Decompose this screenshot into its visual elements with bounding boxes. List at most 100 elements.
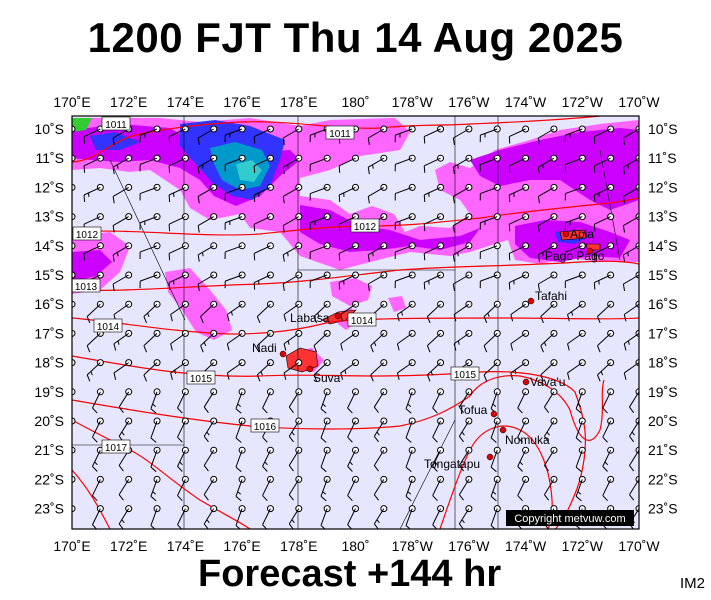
lon-label: 178˚W — [392, 94, 434, 110]
lon-label: 172˚E — [110, 538, 147, 554]
wind-barb — [139, 242, 161, 259]
wind-barb — [72, 300, 76, 308]
wind-barb — [575, 446, 586, 473]
lat-label: 19˚S — [34, 384, 64, 400]
svg-text:1011: 1011 — [105, 120, 127, 131]
wind-barb — [168, 125, 189, 144]
lon-label: 174˚W — [505, 94, 547, 110]
lat-label: 14˚S — [34, 238, 64, 254]
wind-barb — [338, 154, 359, 173]
wind-barb — [309, 242, 331, 259]
wind-barb — [72, 475, 76, 483]
wind-barb — [313, 359, 331, 382]
wind-barb — [200, 300, 218, 324]
lat-label: 13˚S — [34, 209, 64, 225]
wind-barb — [593, 213, 615, 232]
place-name: Tofua — [458, 403, 488, 417]
isobar-label: 1013 — [71, 278, 101, 293]
wind-barb — [177, 388, 189, 414]
wind-barb — [197, 271, 218, 291]
wind-barb — [394, 242, 416, 259]
place-name: Nadi — [252, 341, 277, 355]
wind-barb — [197, 154, 218, 175]
wind-barb — [226, 300, 246, 322]
wind-barb — [253, 154, 274, 173]
wind-barb — [113, 329, 133, 351]
place-name: Nomuka — [505, 433, 550, 447]
wind-barb — [224, 125, 246, 143]
rain-area — [72, 250, 112, 282]
place-marker: Vava'u — [522, 375, 565, 389]
wind-barb — [150, 446, 161, 473]
wind-barb — [320, 446, 331, 473]
lat-label: 15˚S — [34, 267, 64, 283]
wind-barb — [508, 154, 530, 173]
wind-barb — [203, 505, 218, 529]
lat-label: 16˚S — [648, 296, 678, 312]
lat-label: 22˚S — [648, 471, 678, 487]
wind-barb — [118, 505, 133, 529]
wind-barb — [373, 446, 388, 472]
wind-barb — [150, 388, 161, 414]
lon-label: 178˚W — [392, 538, 434, 554]
wind-barb — [92, 475, 104, 502]
wind-barb — [432, 446, 445, 472]
lat-label: 12˚S — [648, 179, 678, 195]
wind-barb — [426, 300, 445, 324]
wind-barb — [622, 125, 639, 145]
wind-barb — [597, 359, 615, 382]
wind-barb — [564, 125, 586, 143]
wind-barb — [72, 446, 76, 454]
wind-barb — [309, 183, 331, 201]
lat-label: 21˚S — [34, 442, 64, 458]
wind-barb — [490, 475, 501, 502]
lat-label: 16˚S — [34, 296, 64, 312]
wind-barb — [288, 475, 303, 501]
wind-barb — [320, 417, 331, 443]
wind-barb — [72, 154, 76, 162]
wind-barb — [282, 183, 303, 204]
place-name: Vava'u — [530, 375, 565, 389]
isobar-line — [72, 469, 111, 529]
lon-label: 170˚E — [53, 94, 90, 110]
wind-barb — [347, 388, 359, 414]
wind-barb — [288, 505, 303, 529]
isobar-labels: 1011 1011 1012 1012 1013 1014 1014 1015 1015 1016… — [71, 116, 480, 454]
wind-barb — [83, 183, 104, 203]
isobar-label: 1015 — [186, 370, 216, 385]
wind-barb — [224, 213, 246, 230]
wind-barb — [537, 125, 558, 145]
wind-barb — [432, 417, 445, 443]
isobar-label: 1011 — [101, 116, 131, 131]
wind-barb — [347, 505, 359, 529]
wind-barb — [575, 475, 586, 502]
place-marker: Apia — [562, 227, 594, 241]
wind-barb — [177, 475, 189, 502]
wind-barb — [597, 300, 615, 324]
svg-text:1013: 1013 — [75, 282, 98, 293]
wind-barb — [203, 446, 218, 472]
svg-text:1014: 1014 — [97, 322, 120, 333]
isobar-label: 1012 — [72, 226, 102, 241]
wind-barb — [309, 154, 331, 172]
wind-barb — [235, 505, 246, 529]
lon-label: 172˚W — [562, 538, 604, 554]
wind-barb — [139, 271, 161, 289]
lat-label: 17˚S — [648, 325, 678, 341]
lon-label: 172˚W — [562, 94, 604, 110]
place-name: Tafahi — [535, 289, 567, 303]
wind-barb — [143, 329, 161, 353]
wind-barb — [423, 213, 445, 232]
lon-label: 176˚E — [223, 538, 260, 554]
wind-barb — [394, 183, 416, 201]
wind-barb — [373, 475, 388, 501]
isobar-line — [72, 116, 601, 163]
wind-barb — [564, 183, 586, 201]
isobar-line — [72, 197, 639, 236]
wind-barb — [479, 183, 501, 201]
wind-barb — [396, 359, 416, 380]
wind-barb — [143, 359, 161, 382]
wind-barb — [150, 417, 161, 443]
place-marker: Suva — [306, 365, 341, 385]
eez-line — [399, 419, 456, 530]
